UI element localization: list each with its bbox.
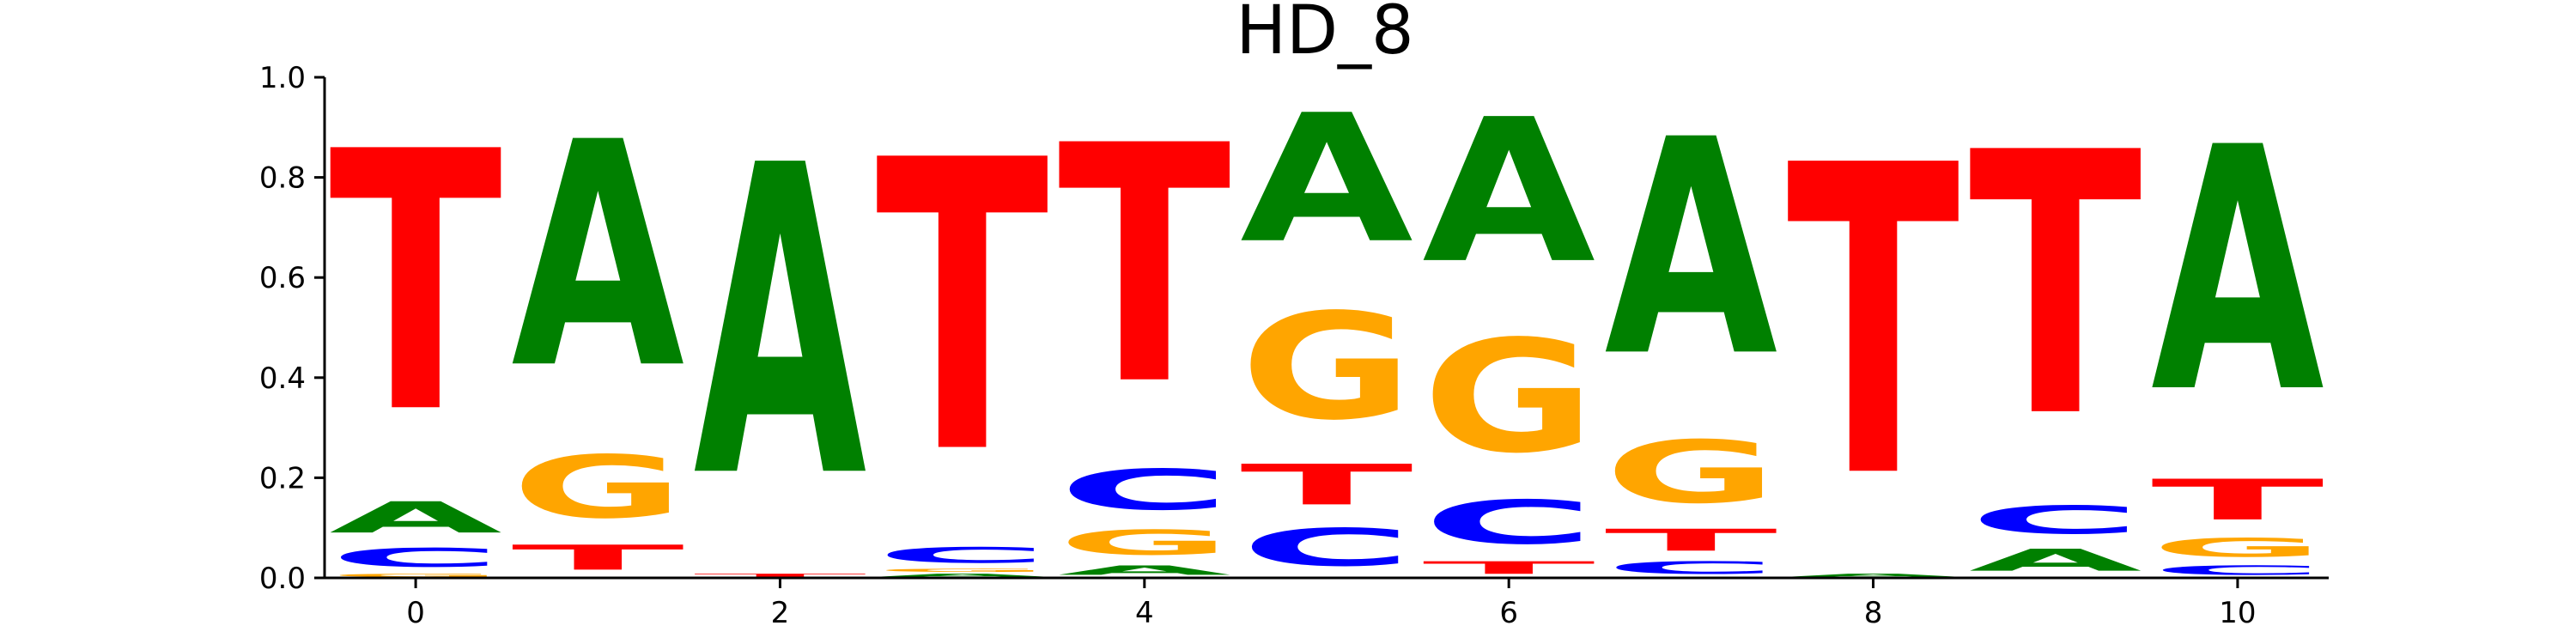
letter-T-pos-4: T <box>1058 77 1232 457</box>
letter-A-pos-0: A <box>329 493 502 543</box>
letter-T-pos-6: T <box>1422 558 1595 578</box>
letter-G-pos-10: G <box>2151 533 2324 563</box>
y-tick-label: 0.4 <box>259 361 306 396</box>
letter-C-pos-10: C <box>2151 562 2324 578</box>
x-tick-label: 2 <box>771 596 790 630</box>
letter-A-pos-1: A <box>511 77 685 437</box>
letter-G-pos-7: G <box>1605 423 1778 523</box>
letter-T-pos-3: T <box>876 76 1050 541</box>
letter-C-pos-4: C <box>1058 458 1231 523</box>
letter-A-pos-4: A <box>1058 562 1231 577</box>
letter-T-pos-0: T <box>329 76 503 492</box>
letter-A-pos-3: A <box>876 573 1049 578</box>
axis-ticks: 0 2 4 6 8 10 0.0 0.2 0.4 0.6 0.8 1.0 <box>259 61 2257 630</box>
letter-T-pos-2: T <box>694 573 867 578</box>
letter-A-pos-2: A <box>694 77 868 572</box>
y-tick-label: 0.8 <box>259 161 306 196</box>
x-tick-label: 10 <box>2219 596 2256 630</box>
letter-C-pos-0: C <box>329 543 502 573</box>
letter-G-pos-5: G <box>1240 283 1413 453</box>
letter-C-pos-7: C <box>1605 558 1778 578</box>
x-tick-label: 4 <box>1135 596 1154 630</box>
y-tick-label: 0.0 <box>259 562 306 596</box>
y-tick-label: 1.0 <box>259 61 306 95</box>
x-tick-label: 8 <box>1864 596 1883 630</box>
letter-G-pos-4: G <box>1058 523 1231 562</box>
letter-G-pos-1: G <box>511 438 684 538</box>
letter-A-pos-10: A <box>2151 77 2325 467</box>
letter-T-pos-8: T <box>1787 76 1961 572</box>
letter-A-pos-9: A <box>1969 543 2142 578</box>
letter-A-pos-8: A <box>1787 573 1960 578</box>
y-tick-label: 0.6 <box>259 261 306 295</box>
letter-G-pos-0: G <box>329 573 502 578</box>
letter-T-pos-5: T <box>1240 453 1413 518</box>
letter-C-pos-3: C <box>876 543 1049 568</box>
letter-A-pos-6: A <box>1422 76 1595 307</box>
letter-G-pos-3: G <box>876 568 1049 573</box>
letter-C-pos-6: C <box>1422 488 1595 557</box>
letter-T-pos-1: T <box>512 538 685 578</box>
letter-C-pos-5: C <box>1240 518 1413 578</box>
y-tick-label: 0.2 <box>259 461 306 495</box>
letter-T-pos-9: T <box>1969 76 2143 496</box>
letter-T-pos-10: T <box>2151 468 2324 533</box>
letter-G-pos-6: G <box>1422 307 1595 488</box>
x-tick-label: 0 <box>406 596 425 630</box>
letter-A-pos-7: A <box>1605 77 1779 422</box>
x-tick-label: 6 <box>1499 596 1518 630</box>
chart-title: HD_8 <box>1236 0 1413 70</box>
letter-T-pos-7: T <box>1605 523 1778 558</box>
axes <box>323 77 2329 580</box>
letter-C-pos-9: C <box>1969 498 2142 543</box>
letter-A-pos-5: A <box>1240 77 1413 283</box>
